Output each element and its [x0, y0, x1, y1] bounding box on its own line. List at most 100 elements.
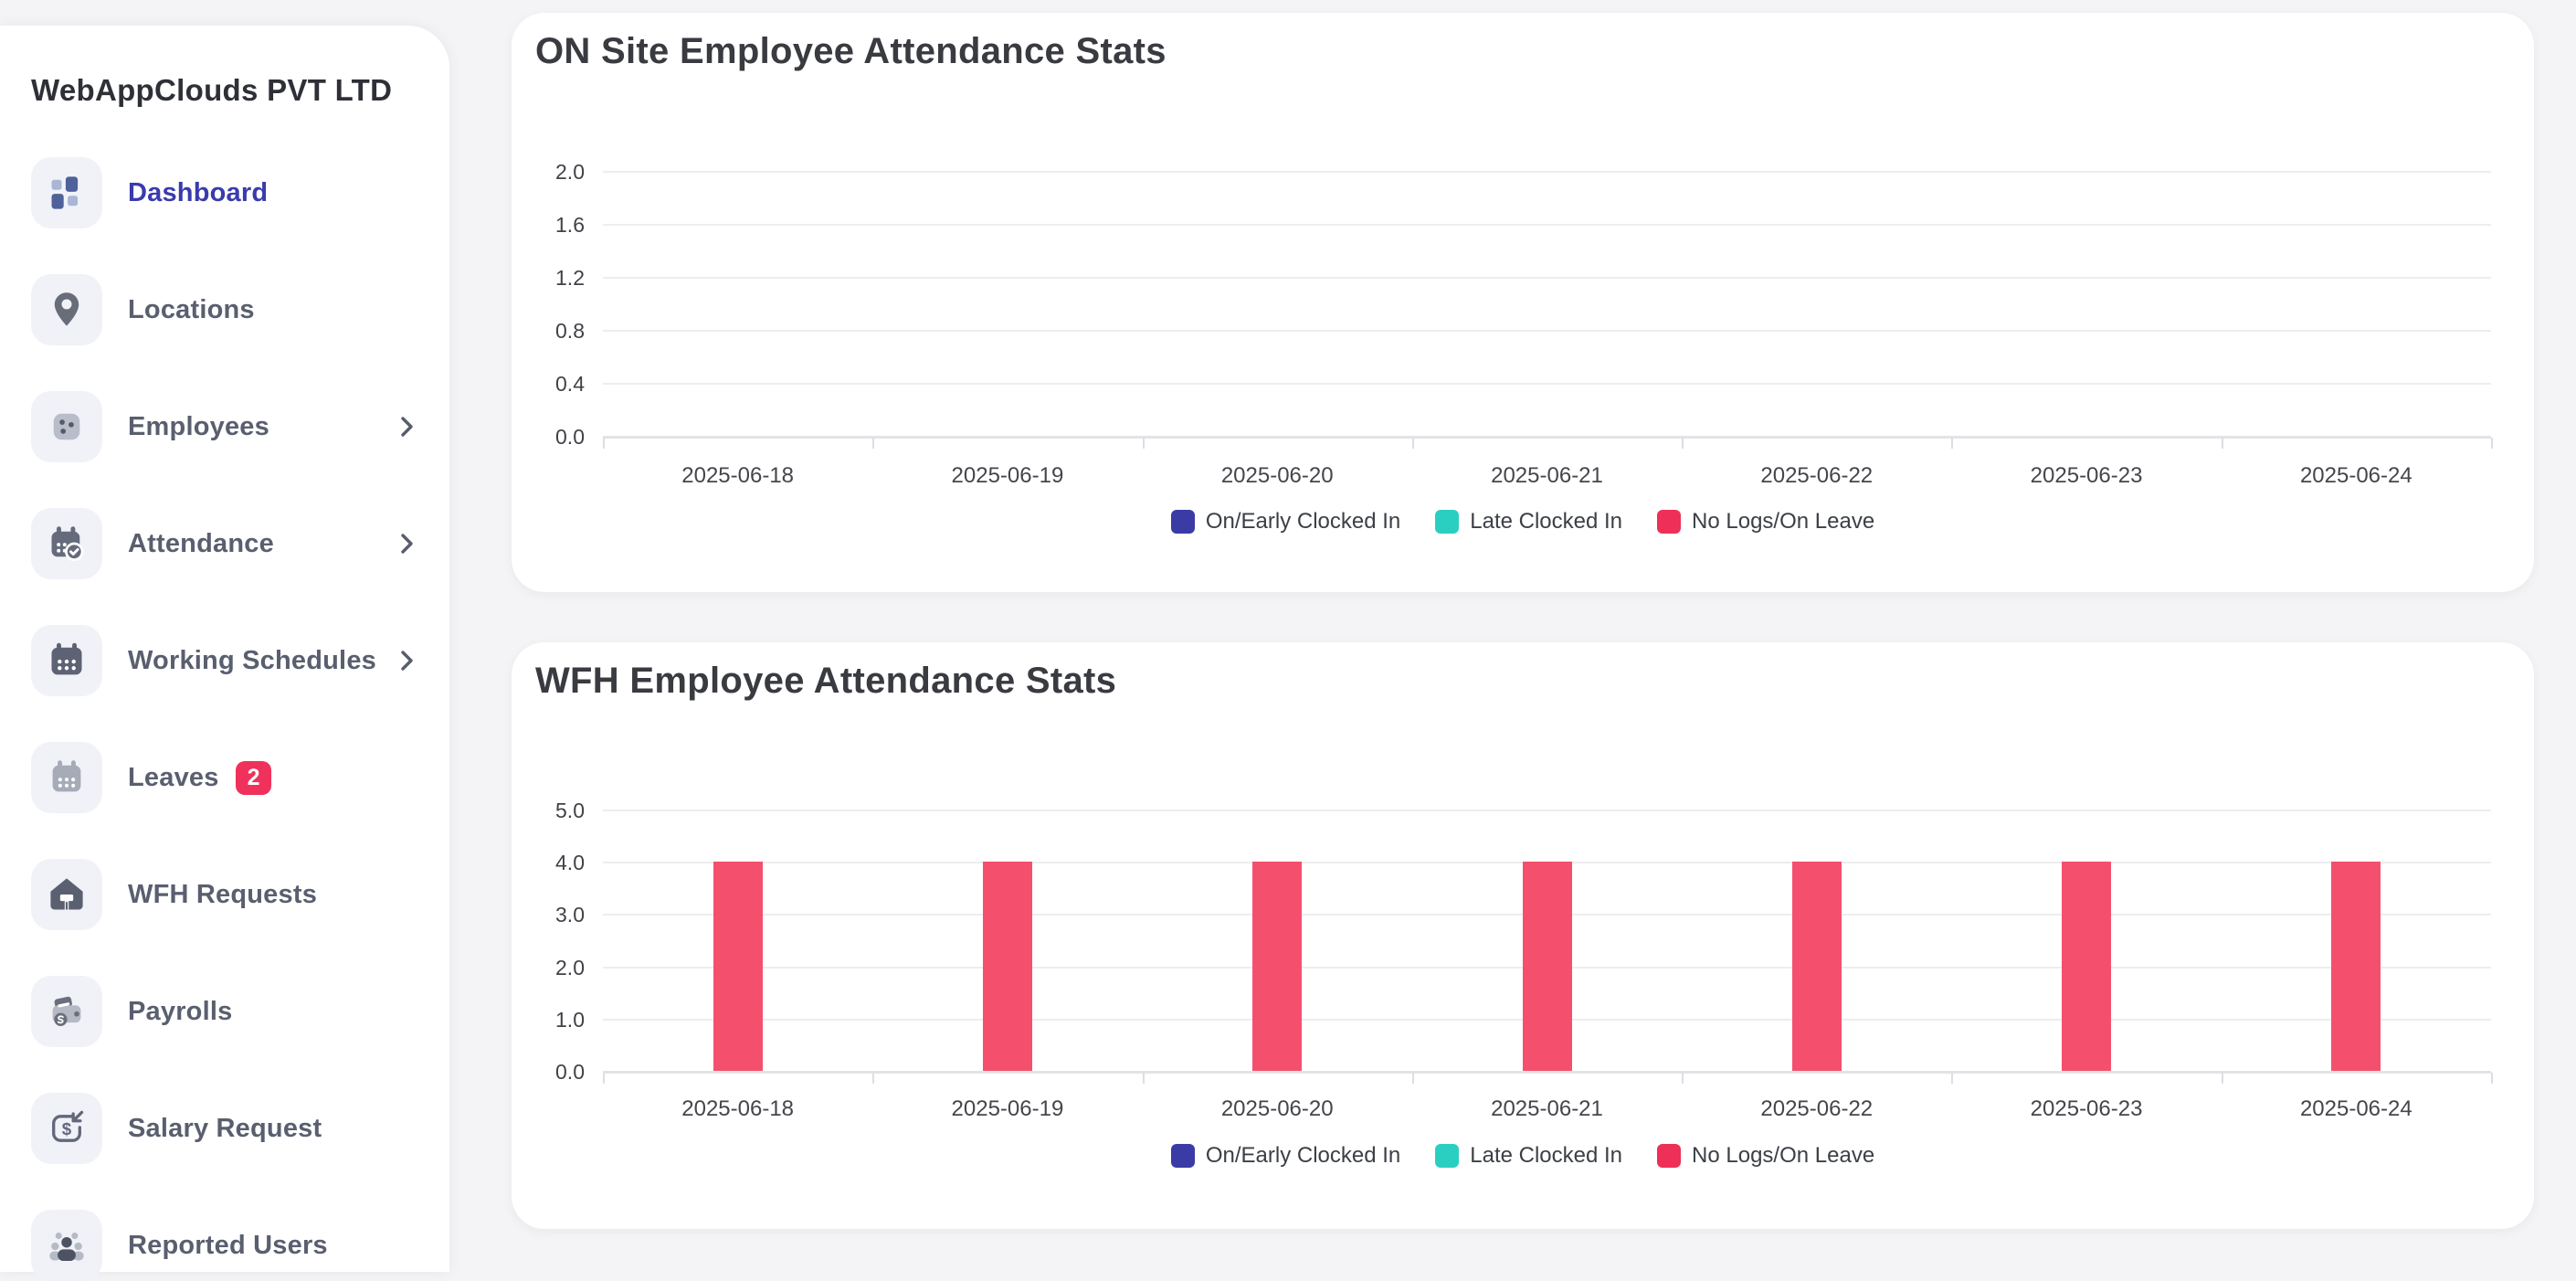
- legend-item-no-logs-on-leave[interactable]: No Logs/On Leave: [1657, 509, 1874, 535]
- x-axis-tickmark: [2491, 438, 2493, 449]
- sidebar-item-label: Dashboard: [128, 177, 269, 207]
- y-axis-tick-label: 0.8: [555, 319, 585, 343]
- x-axis-category-label: 2025-06-22: [1760, 1096, 1874, 1121]
- schedule-icon-tile: [31, 625, 102, 696]
- home-icon-tile: [31, 859, 102, 930]
- y-axis-tick-label: 1.6: [555, 213, 585, 237]
- x-axis-tickmark: [1951, 1073, 1954, 1084]
- gridline: [603, 1071, 2491, 1074]
- chart-legend: On/Early Clocked In Late Clocked In No Log…: [512, 508, 2534, 535]
- sidebar-item-dashboard[interactable]: Dashboard: [31, 157, 431, 228]
- employees-icon-tile: [31, 391, 102, 462]
- legend-swatch: [1170, 510, 1195, 534]
- gridline: [603, 224, 2491, 226]
- sidebar-item-wfh-requests[interactable]: WFH Requests: [31, 859, 431, 930]
- sidebar-item-label: Payrolls: [128, 996, 233, 1026]
- sidebar-item-payrolls[interactable]: Payrolls: [31, 976, 431, 1047]
- chart-legend: On/Early Clocked In Late Clocked In No Log…: [512, 1142, 2534, 1170]
- x-axis-tickmark: [2221, 1073, 2223, 1084]
- x-axis-category-label: 2025-06-23: [2030, 463, 2143, 488]
- gridline: [603, 810, 2491, 811]
- y-axis-tick-label: 2.0: [555, 160, 585, 184]
- x-axis-category-label: 2025-06-23: [2030, 1096, 2143, 1121]
- legend-item-late-clocked-in[interactable]: Late Clocked In: [1435, 509, 1622, 535]
- wfh-chart-title: WFH Employee Attendance Stats: [535, 661, 1117, 701]
- x-axis-tickmark: [1411, 438, 1414, 449]
- x-axis-tickmark: [2491, 1073, 2493, 1084]
- gridline: [603, 171, 2491, 173]
- bar-no-logs-on-leave-2025-06-20[interactable]: [1252, 862, 1303, 1071]
- x-axis-tickmark: [603, 1073, 605, 1084]
- x-axis-tickmark: [872, 1073, 875, 1084]
- sidebar-item-reported-users[interactable]: Reported Users: [31, 1210, 431, 1281]
- legend-swatch: [1435, 510, 1460, 534]
- sidebar-item-working-schedules[interactable]: Working Schedules: [31, 625, 431, 696]
- bar-no-logs-on-leave-2025-06-18[interactable]: [713, 862, 763, 1071]
- sidebar-item-salary-request[interactable]: $ Salary Request: [31, 1093, 431, 1164]
- legend-swatch: [1657, 1144, 1682, 1168]
- sidebar-item-leaves[interactable]: Leaves 2: [31, 742, 431, 813]
- x-axis-category-label: 2025-06-24: [2299, 463, 2412, 488]
- bar-no-logs-on-leave-2025-06-22[interactable]: [1791, 862, 1842, 1071]
- onsite-chart-title: ON Site Employee Attendance Stats: [535, 31, 1167, 71]
- legend-item-on-early-clocked-in[interactable]: On/Early Clocked In: [1170, 1143, 1401, 1169]
- sidebar-item-label: Attendance: [128, 528, 274, 558]
- bar-no-logs-on-leave-2025-06-21[interactable]: [1522, 862, 1572, 1071]
- attendance-icon: [47, 524, 87, 564]
- bar-no-logs-on-leave-2025-06-19[interactable]: [982, 862, 1032, 1071]
- x-axis-tickmark: [1682, 1073, 1684, 1084]
- x-axis-tickmark: [1142, 438, 1145, 449]
- sidebar-item-label: Salary Request: [128, 1113, 322, 1143]
- dashboard-icon-tile: [31, 157, 102, 228]
- company-name: WebAppClouds PVT LTD: [31, 73, 393, 107]
- x-axis-tickmark: [1142, 1073, 1145, 1084]
- sidebar: WebAppClouds PVT LTD Dashboard Locations E…: [0, 26, 449, 1281]
- onsite-attendance-chart[interactable]: 2.0 1.6 1.2 0.8 0.4 0.0 2025-06-18 2025-06-19 20…: [512, 13, 2534, 592]
- gridline: [603, 330, 2491, 332]
- x-axis-tickmark: [2221, 438, 2223, 449]
- chevron-right-icon: [395, 532, 418, 556]
- sidebar-item-label: Working Schedules: [128, 645, 376, 675]
- legend-swatch: [1657, 510, 1682, 534]
- x-axis-category-label: 2025-06-19: [951, 463, 1064, 488]
- wfh-attendance-card: WFH Employee Attendance Stats 5.0 4.0 3.0 2…: [512, 642, 2534, 1229]
- gridline: [603, 436, 2491, 439]
- legend-label: On/Early Clocked In: [1205, 1143, 1401, 1168]
- y-axis-tick-label: 5.0: [555, 799, 585, 822]
- x-axis-tickmark: [603, 438, 605, 449]
- x-axis-category-label: 2025-06-20: [1220, 463, 1334, 488]
- legend-item-on-early-clocked-in[interactable]: On/Early Clocked In: [1170, 509, 1400, 535]
- sidebar-item-attendance[interactable]: Attendance: [31, 508, 431, 579]
- home-icon: [47, 874, 87, 915]
- gridline: [603, 383, 2491, 385]
- legend-label: No Logs/On Leave: [1692, 509, 1875, 534]
- x-axis-category-label: 2025-06-18: [681, 1096, 795, 1121]
- leaves-icon: [47, 757, 87, 798]
- sidebar-item-locations[interactable]: Locations: [31, 274, 431, 345]
- wallet-icon: [47, 991, 87, 1032]
- y-axis-tick-label: 0.4: [555, 372, 585, 396]
- x-axis-tickmark: [872, 438, 875, 449]
- sidebar-item-label: Employees: [128, 411, 269, 441]
- x-axis-tickmark: [1411, 1073, 1414, 1084]
- sidebar-item-label: WFH Requests: [128, 879, 318, 909]
- sidebar-item-employees[interactable]: Employees: [31, 391, 431, 462]
- legend-label: No Logs/On Leave: [1692, 1143, 1875, 1168]
- x-axis-tickmark: [1951, 438, 1954, 449]
- x-axis-category-label: 2025-06-24: [2299, 1096, 2412, 1121]
- bar-no-logs-on-leave-2025-06-24[interactable]: [2331, 862, 2381, 1071]
- legend-item-late-clocked-in[interactable]: Late Clocked In: [1435, 1143, 1622, 1169]
- x-axis-category-label: 2025-06-21: [1491, 463, 1603, 488]
- bar-no-logs-on-leave-2025-06-23[interactable]: [2062, 862, 2112, 1071]
- legend-item-no-logs-on-leave[interactable]: No Logs/On Leave: [1657, 1143, 1874, 1169]
- x-axis-category-label: 2025-06-20: [1220, 1096, 1334, 1121]
- wfh-attendance-chart[interactable]: 5.0 4.0 3.0 2.0 1.0 0.0 2025-06-18 2025-06-19 20…: [512, 642, 2534, 1229]
- y-axis-tick-label: 1.2: [555, 266, 585, 290]
- sidebar-item-label: Locations: [128, 294, 255, 324]
- y-axis-tick-label: 1.0: [555, 1007, 585, 1032]
- legend-swatch: [1170, 1144, 1195, 1168]
- y-axis-tick-label: 0.0: [555, 425, 585, 449]
- wallet-icon-tile: [31, 976, 102, 1047]
- legend-swatch: [1435, 1144, 1460, 1168]
- x-axis-category-label: 2025-06-19: [951, 1096, 1064, 1121]
